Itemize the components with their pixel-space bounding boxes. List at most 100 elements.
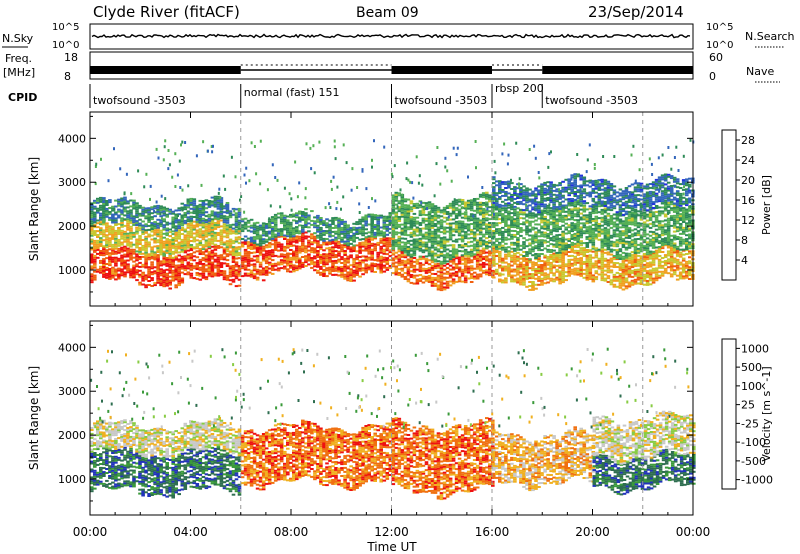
heatmap-cell bbox=[478, 273, 483, 276]
heatmap-cell bbox=[597, 273, 602, 276]
heatmap-cell bbox=[261, 253, 266, 256]
heatmap-cell bbox=[531, 275, 535, 278]
heatmap-cell bbox=[168, 265, 172, 268]
heatmap-cell bbox=[328, 233, 332, 236]
heatmap-cell bbox=[478, 251, 483, 254]
heatmap-cell bbox=[654, 249, 659, 252]
heatmap-cell bbox=[322, 265, 326, 268]
heatmap-cell bbox=[243, 260, 248, 263]
heatmap-cell bbox=[537, 249, 541, 252]
heatmap-cell bbox=[498, 212, 502, 215]
heatmap-cell bbox=[418, 231, 423, 234]
heatmap-cell bbox=[582, 247, 587, 250]
heatmap-cell bbox=[111, 266, 115, 269]
heatmap-cell bbox=[216, 205, 221, 208]
heatmap-cell bbox=[475, 255, 480, 258]
heatmap-cell bbox=[292, 250, 296, 253]
heatmap-cell bbox=[99, 208, 103, 211]
heatmap-cell bbox=[286, 258, 290, 261]
heatmap-cell bbox=[666, 254, 671, 257]
heatmap-cell bbox=[439, 265, 444, 268]
heatmap-cell bbox=[463, 254, 468, 257]
heatmap-cell bbox=[534, 271, 538, 274]
heatmap-cell bbox=[546, 259, 550, 262]
heatmap-cell bbox=[534, 277, 538, 280]
heatmap-cell bbox=[102, 262, 106, 265]
heatmap-cell bbox=[367, 250, 371, 253]
heatmap-cell bbox=[204, 258, 209, 261]
heatmap-cell bbox=[648, 255, 653, 258]
heatmap-cell bbox=[588, 260, 593, 263]
heatmap-cell bbox=[475, 247, 480, 250]
heatmap-cell bbox=[159, 237, 163, 240]
heatmap-cell bbox=[564, 222, 568, 225]
heatmap-cell bbox=[328, 256, 332, 259]
heatmap-cell bbox=[195, 264, 200, 267]
heatmap-cell bbox=[325, 247, 329, 250]
heatmap-cell bbox=[361, 230, 365, 233]
heatmap-cell bbox=[421, 245, 426, 248]
heatmap-cell bbox=[267, 224, 272, 227]
heatmap-cell bbox=[549, 209, 553, 212]
heatmap-cell bbox=[316, 224, 320, 227]
heatmap-cell bbox=[594, 266, 599, 269]
heatmap-cell bbox=[144, 217, 148, 220]
heatmap-cell bbox=[439, 287, 444, 290]
heatmap-cell bbox=[481, 262, 486, 264]
heatmap-cell bbox=[627, 269, 632, 272]
heatmap-cell bbox=[412, 222, 417, 225]
heatmap-cell bbox=[370, 229, 374, 232]
heatmap-cell bbox=[225, 236, 230, 239]
heatmap-cell bbox=[252, 267, 257, 270]
heatmap-cell bbox=[156, 208, 160, 211]
heatmap-cell bbox=[295, 220, 299, 223]
heatmap-cell bbox=[123, 238, 127, 241]
heatmap-cell bbox=[126, 226, 130, 229]
heatmap-cell bbox=[600, 277, 605, 280]
heatmap-cell bbox=[579, 216, 583, 219]
heatmap-cell bbox=[231, 213, 236, 216]
heatmap-cell bbox=[90, 281, 94, 284]
heatmap-cell bbox=[201, 270, 206, 273]
heatmap-cell bbox=[642, 267, 647, 270]
heatmap-cell bbox=[135, 232, 139, 235]
heatmap-cell bbox=[246, 241, 251, 244]
heatmap-cell bbox=[168, 261, 172, 264]
heatmap-cell bbox=[159, 270, 163, 273]
heatmap-cell bbox=[177, 223, 181, 226]
heatmap-cell bbox=[153, 229, 157, 232]
heatmap-cell bbox=[99, 237, 103, 240]
heatmap-cell bbox=[501, 265, 505, 268]
heatmap-cell bbox=[210, 212, 215, 215]
heatmap-cell bbox=[252, 243, 257, 246]
heatmap-cell bbox=[159, 239, 163, 242]
heatmap-cell bbox=[451, 244, 456, 247]
heatmap-cell bbox=[213, 246, 218, 249]
heatmap-cell bbox=[183, 265, 188, 268]
heatmap-cell bbox=[406, 240, 411, 243]
heatmap-cell bbox=[376, 226, 380, 229]
heatmap-cell bbox=[681, 271, 686, 274]
heatmap-cell bbox=[219, 212, 224, 215]
heatmap-cell bbox=[319, 246, 323, 249]
heatmap-cell bbox=[292, 258, 296, 261]
heatmap-cell bbox=[427, 223, 432, 225]
heatmap-cell bbox=[675, 249, 680, 251]
heatmap-cell bbox=[478, 243, 483, 246]
heatmap-cell bbox=[528, 259, 532, 262]
heatmap-cell bbox=[400, 207, 405, 210]
heatmap-cell bbox=[216, 272, 221, 275]
heatmap-cell bbox=[504, 223, 508, 225]
heatmap-cell bbox=[400, 231, 405, 234]
heatmap-cell bbox=[213, 244, 218, 247]
heatmap-cell bbox=[114, 260, 118, 263]
heatmap-cell bbox=[126, 244, 130, 247]
heatmap-cell bbox=[513, 235, 517, 238]
heatmap-cell bbox=[525, 231, 529, 234]
heatmap-cell bbox=[186, 242, 191, 245]
heatmap-cell bbox=[301, 214, 305, 217]
heatmap-cell bbox=[270, 218, 275, 221]
heatmap-cell bbox=[433, 236, 438, 239]
heatmap-cell bbox=[445, 263, 450, 265]
heatmap-cell bbox=[645, 280, 650, 282]
